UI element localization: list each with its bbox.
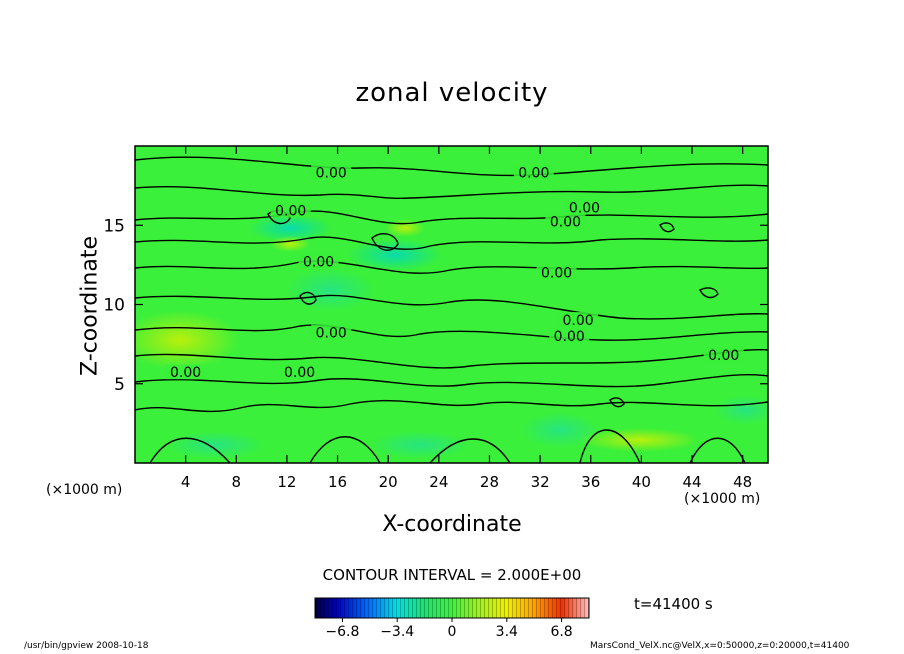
contour-label: 0.00 [275, 204, 306, 220]
contour-label: 0.00 [170, 365, 201, 381]
colorbar-stripes [315, 598, 589, 618]
x-tick-label: 4 [181, 473, 191, 491]
contour-lines [135, 156, 768, 463]
contour-label-bg [564, 199, 605, 215]
x-tick-label: 36 [581, 473, 600, 491]
colorbar: −6.8 −3.4 0 3.4 6.8 [314, 597, 590, 640]
contour-label: 0.00 [316, 166, 347, 182]
y-tick-label: 15 [103, 216, 125, 236]
contour-label-bg [558, 311, 599, 327]
x-axis-label: X-coordinate [382, 512, 522, 537]
z-axis-unit: (×1000 m) [46, 482, 123, 498]
contour-label: 0.00 [518, 166, 549, 182]
x-tick-label: 8 [232, 473, 242, 491]
x-tick-label: 28 [480, 473, 499, 491]
contour-label: 0.00 [316, 326, 347, 342]
footer-command: /usr/bin/gpview 2008-10-18 [24, 641, 149, 651]
time-label: t=41400 s [634, 595, 713, 613]
footer-dataset: MarsCond_VelX.nc@VelX,x=0:50000,z=0:2000… [590, 641, 850, 651]
x-axis-ticks: 4 8 12 16 20 24 28 32 36 40 44 48 [181, 146, 752, 491]
contour-label: 0.00 [303, 254, 334, 270]
contour-label-bg [279, 364, 320, 380]
contour-label-bg [536, 264, 577, 280]
contour-label: 0.00 [563, 313, 594, 329]
y-tick-label: 5 [114, 375, 125, 395]
x-tick-label: 24 [429, 473, 448, 491]
colorbar-tick-label: 6.8 [550, 624, 572, 640]
contour-label-bg [311, 324, 352, 340]
colorbar-ticks: −6.8 −3.4 0 3.4 6.8 [325, 618, 573, 640]
contour-label: 0.00 [541, 265, 572, 281]
colorbar-tick-label: −3.4 [380, 624, 414, 640]
x-tick-label: 16 [328, 473, 347, 491]
plot-area: 0.000.000.000.000.00 0.000.000.000.000.00… [103, 145, 769, 491]
contour-label-bg [545, 213, 586, 229]
x-tick-label: 32 [531, 473, 550, 491]
contour-label-bg [703, 346, 744, 362]
contour-label: 0.00 [569, 200, 600, 216]
velocity-field [135, 146, 768, 463]
colorbar-tick-label: −6.8 [325, 624, 359, 640]
x-axis-unit: (×1000 m) [684, 491, 761, 507]
x-tick-label: 48 [733, 473, 752, 491]
contour-label-bg [270, 202, 311, 218]
y-tick-label: 10 [103, 296, 125, 316]
x-tick-label: 40 [632, 473, 651, 491]
contour-label: 0.00 [284, 365, 315, 381]
colorbar-tick-label: 3.4 [496, 624, 518, 640]
contour-label-bg [165, 364, 206, 380]
contour-label-bg [311, 164, 352, 180]
contour-label: 0.00 [708, 348, 739, 364]
y-axis-ticks: 5 10 15 [103, 216, 768, 395]
x-tick-label: 44 [682, 473, 701, 491]
contour-label: 0.00 [554, 329, 585, 345]
contour-interval-label: CONTOUR INTERVAL = 2.000E+00 [322, 566, 582, 584]
contour-label-bg [549, 327, 590, 343]
contour-label-bg [298, 253, 339, 269]
x-tick-label: 20 [379, 473, 398, 491]
contour-labels: 0.000.000.000.000.00 0.000.000.000.000.00… [165, 164, 744, 381]
contour-label: 0.00 [550, 215, 581, 231]
colorbar-tick-label: 0 [448, 624, 457, 640]
contour-label-bg [513, 164, 554, 180]
chart-title: zonal velocity [355, 78, 549, 108]
x-tick-label: 12 [277, 473, 296, 491]
